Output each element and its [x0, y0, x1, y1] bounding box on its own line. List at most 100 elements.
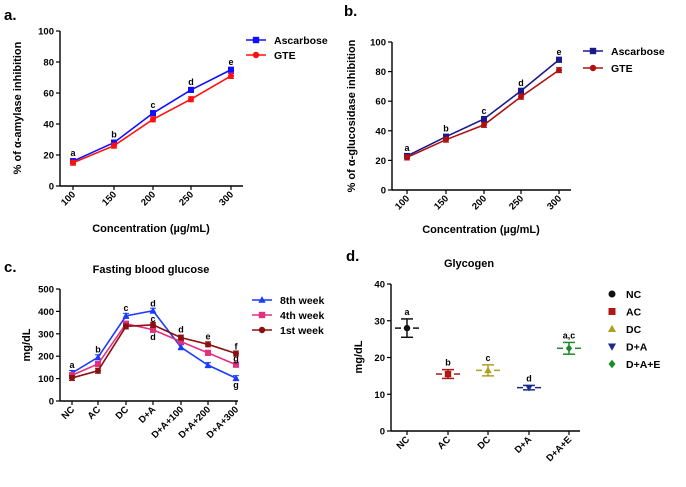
data-point-s1-3: [150, 326, 156, 333]
x-tick-label: AC: [436, 434, 454, 452]
y-tick-label: 60: [375, 97, 386, 108]
x-tick-label: DC: [114, 404, 132, 422]
significance-label: d: [150, 332, 156, 342]
legend-marker: [608, 359, 616, 369]
legend-marker: [258, 296, 266, 303]
data-point-2: [484, 366, 492, 374]
data-point-0: [403, 324, 411, 332]
legend-label: GTE: [611, 63, 633, 75]
x-tick-label: NC: [395, 434, 413, 452]
x-tick-label: 250: [507, 193, 526, 212]
data-point-s2-5: [205, 341, 211, 348]
y-tick-label: 60: [43, 89, 54, 100]
x-tick-label: 300: [217, 189, 236, 208]
legend-label: Ascarbose: [611, 46, 665, 58]
data-point-s1-3: [188, 96, 194, 103]
data-point-s0-2: [150, 110, 156, 117]
significance-label: b: [443, 124, 449, 134]
data-point-s2-4: [178, 334, 184, 341]
significance-label: d: [526, 373, 532, 383]
significance-label: b: [111, 130, 117, 140]
significance-label: d: [518, 78, 524, 88]
data-point-s1-2: [150, 116, 156, 123]
chart-title: Glycogen: [444, 258, 494, 270]
significance-label: c: [150, 314, 155, 324]
significance-label: g: [233, 354, 239, 364]
data-point-s0-5: [204, 361, 212, 368]
x-axis-label: Concentration (µg/mL): [92, 223, 210, 235]
data-point-s0-4: [177, 343, 185, 350]
legend-label: DC: [626, 324, 642, 336]
data-point-s1-4: [178, 338, 184, 345]
legend-label: NC: [626, 289, 642, 301]
y-tick-label: 100: [370, 38, 386, 49]
y-tick-label: 20: [43, 151, 54, 162]
x-tick-label: AC: [86, 404, 104, 422]
y-tick-label: 200: [38, 352, 54, 363]
x-tick-label: 200: [470, 193, 489, 212]
x-tick-label: 300: [545, 193, 564, 212]
legend-label: D+A+E: [626, 359, 660, 371]
y-axis-label: mg/dL: [21, 328, 33, 361]
data-point-s1-1: [95, 361, 101, 368]
data-point-s1-2: [481, 121, 487, 128]
significance-label: c: [150, 100, 155, 110]
data-point-s1-3: [518, 93, 524, 100]
data-point-s0-2: [122, 312, 130, 319]
y-tick-label: 0: [380, 427, 385, 438]
y-tick-label: 400: [38, 307, 54, 318]
significance-label: d: [178, 325, 184, 335]
significance-label: d: [188, 77, 194, 87]
significance-label: a: [70, 148, 76, 158]
legend-label: GTE: [274, 50, 296, 62]
y-tick-label: 20: [375, 156, 386, 167]
y-tick-label: 300: [38, 329, 54, 340]
data-point-s0-3: [518, 87, 524, 94]
x-tick-label: D+A: [137, 404, 159, 426]
significance-label: g: [233, 380, 239, 390]
data-point-s1-5: [205, 349, 211, 356]
legend-marker: [607, 343, 617, 351]
x-tick-label: D+A+E: [544, 434, 574, 464]
data-point-s1-6: [233, 361, 239, 368]
significance-label: c: [485, 353, 490, 363]
x-tick-label: 100: [393, 193, 412, 212]
legend-marker: [608, 290, 616, 298]
significance-label: c: [481, 106, 486, 116]
chart-title: Fasting blood glucose: [93, 264, 210, 276]
data-point-3: [525, 384, 533, 392]
data-point-1: [444, 370, 452, 378]
significance-label: e: [205, 331, 210, 341]
data-point-s1-0: [404, 154, 410, 161]
significance-label: f: [235, 342, 239, 352]
y-tick-label: 100: [38, 27, 54, 38]
data-point-s0-1: [111, 139, 117, 146]
data-point-s0-3: [188, 86, 194, 93]
data-point-s1-0: [70, 159, 76, 166]
panel-label: a.: [4, 7, 17, 24]
x-axis-label: Concentration (µg/mL): [422, 224, 540, 236]
y-tick-label: 40: [374, 280, 385, 291]
data-point-s1-1: [111, 142, 117, 149]
x-tick-label: 200: [139, 189, 158, 208]
y-tick-label: 0: [381, 186, 386, 197]
data-point-s2-1: [95, 367, 101, 374]
data-point-s0-4: [228, 66, 234, 73]
x-tick-label: 250: [177, 189, 196, 208]
data-point-s0-2: [481, 115, 487, 122]
legend-label: D+A: [626, 342, 648, 354]
y-tick-label: 80: [43, 58, 54, 69]
data-point-s2-0: [69, 374, 75, 381]
legend-marker: [608, 308, 616, 315]
legend-label: 1st week: [280, 325, 324, 337]
y-tick-label: 40: [43, 120, 54, 131]
legend-label: 4th week: [280, 310, 325, 322]
legend-label: AC: [626, 307, 642, 319]
x-tick-label: 150: [100, 189, 119, 208]
y-tick-label: 100: [38, 374, 54, 385]
legend-marker: [607, 324, 617, 332]
y-tick-label: 500: [38, 285, 54, 296]
x-tick-label: D+A: [513, 434, 535, 456]
data-point-s0-1: [94, 353, 102, 360]
